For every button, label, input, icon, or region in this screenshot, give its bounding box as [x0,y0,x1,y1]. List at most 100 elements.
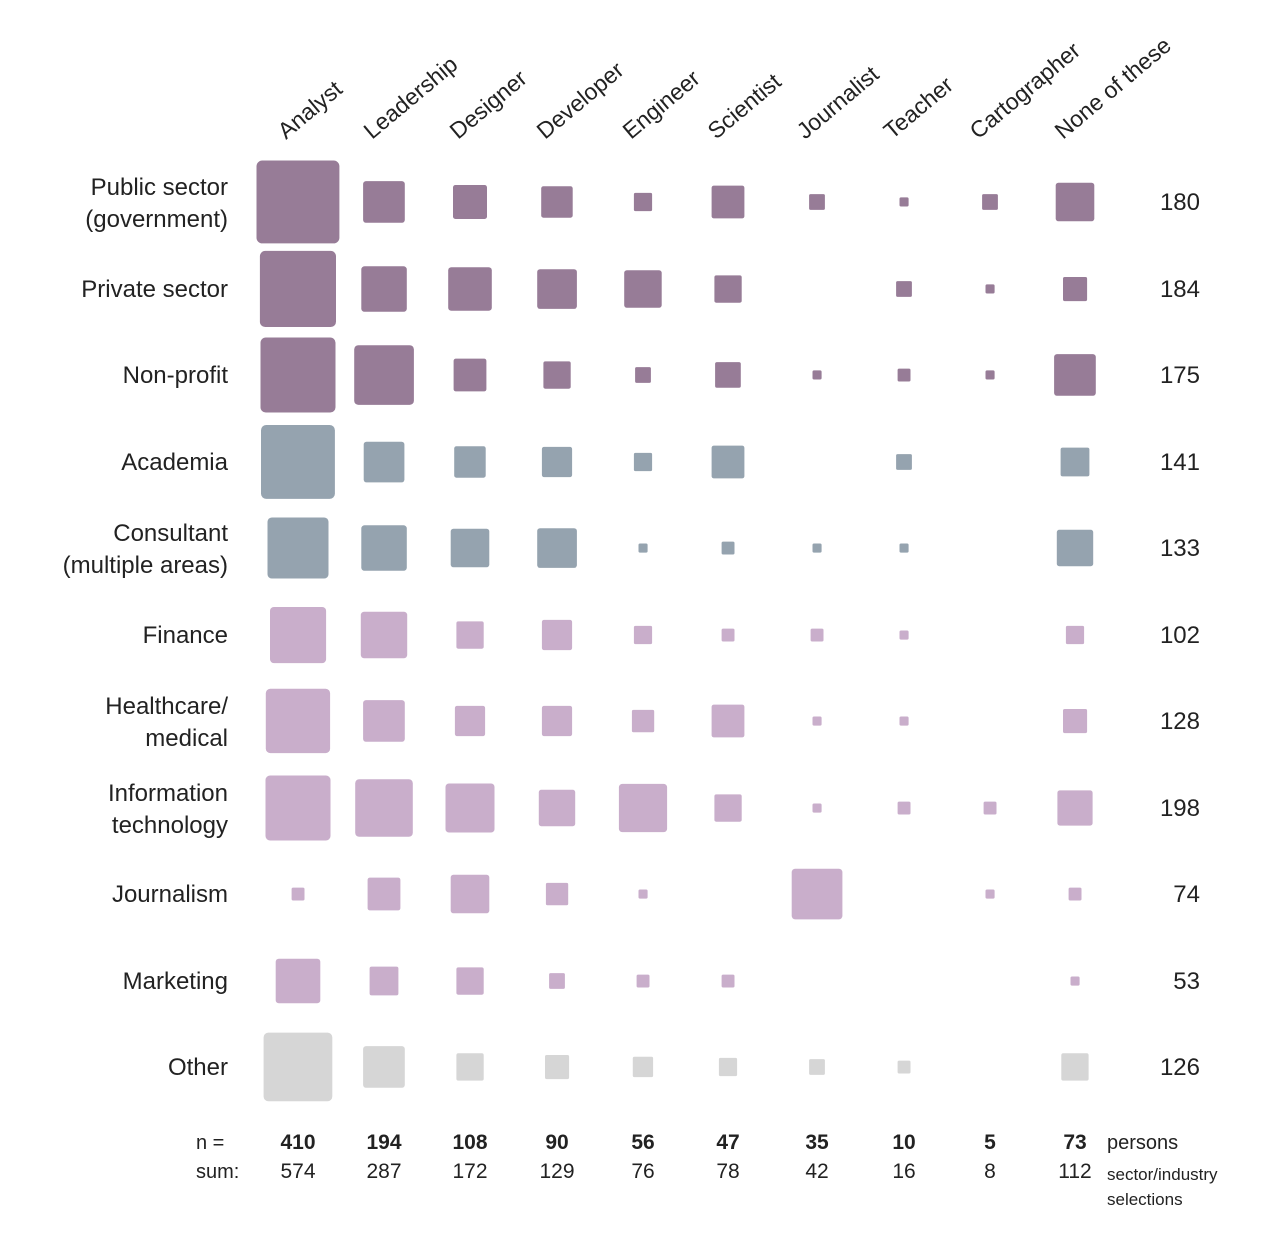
column-label-designer: Designer [445,65,532,144]
row-label-marketing: Marketing [123,968,228,995]
n-value-designer: 108 [452,1131,487,1154]
cell-square-private-sector-analyst [259,250,336,327]
row-total-academia: 141 [1160,449,1200,476]
cell-square-healthcare-medical-none-of-these [1063,709,1088,734]
cell-square-finance-none-of-these [1065,625,1085,645]
cell-square-other-engineer [632,1056,654,1078]
cell-square-consultant-multiple-areas-developer [537,528,577,568]
cell-square-journalism-none-of-these [1068,887,1082,901]
cell-square-marketing-none-of-these [1070,976,1080,986]
cell-square-public-sector-government-analyst [256,160,340,244]
cell-square-journalism-analyst [291,887,305,901]
n-value-leadership: 194 [366,1131,401,1154]
row-label-academia: Academia [121,449,228,476]
cell-square-academia-none-of-these [1060,447,1090,477]
cell-square-information-technology-scientist [714,794,742,822]
cell-square-journalism-designer [450,874,490,914]
column-label-leadership: Leadership [359,51,463,144]
n-note-label: persons [1107,1132,1178,1154]
cell-square-other-developer [545,1055,570,1080]
row-label-information-technology-line2: technology [112,812,228,839]
cell-square-finance-teacher [899,630,909,640]
sum-value-none-of-these: 112 [1058,1160,1091,1183]
cell-square-marketing-engineer [636,974,650,988]
cell-square-non-profit-leadership [354,345,414,405]
column-label-journalist: Journalist [792,60,885,144]
cell-square-consultant-multiple-areas-designer [450,528,490,568]
row-total-public-sector-government: 180 [1160,189,1200,216]
cell-square-academia-analyst [261,425,335,499]
cell-square-private-sector-cartographer [985,284,995,294]
n-value-developer: 90 [545,1131,568,1154]
cell-square-information-technology-designer [445,783,495,833]
cell-square-journalism-developer [545,882,569,906]
cell-square-other-leadership [363,1046,405,1088]
n-prefix-label: n = [196,1132,224,1154]
row-total-other: 126 [1160,1054,1200,1081]
sum-value-teacher: 16 [892,1160,915,1183]
row-total-journalism: 74 [1173,881,1200,908]
column-label-engineer: Engineer [618,65,706,144]
cell-square-public-sector-government-designer [453,185,487,219]
cell-square-finance-scientist [721,628,735,642]
cell-square-other-journalist [809,1059,825,1075]
column-label-analyst: Analyst [273,75,348,144]
sum-prefix-label: sum: [196,1161,239,1183]
cell-square-information-technology-analyst [265,775,331,841]
cell-square-healthcare-medical-engineer [631,709,655,733]
cell-square-public-sector-government-cartographer [982,194,998,210]
cell-square-consultant-multiple-areas-teacher [899,543,909,553]
row-label-healthcare-medical-line2: medical [145,725,228,752]
row-total-finance: 102 [1160,622,1200,649]
sum-value-leadership: 287 [366,1160,401,1183]
n-value-none-of-these: 73 [1063,1131,1086,1154]
cell-square-healthcare-medical-designer [454,705,486,737]
cell-square-public-sector-government-leadership [363,181,405,223]
cell-square-other-designer [456,1053,484,1081]
cell-square-healthcare-medical-teacher [899,716,909,726]
cell-square-consultant-multiple-areas-journalist [812,543,822,553]
cell-square-private-sector-designer [448,267,492,311]
cell-square-consultant-multiple-areas-engineer [638,543,648,553]
sum-value-engineer: 76 [631,1160,654,1183]
row-label-healthcare-medical-line1: Healthcare/ [105,693,228,720]
cell-square-journalism-cartographer [985,889,995,899]
row-total-non-profit: 175 [1160,362,1200,389]
row-label-consultant-multiple-areas-line2: (multiple areas) [63,552,228,579]
n-value-scientist: 47 [716,1131,739,1154]
cell-square-finance-leadership [360,611,408,659]
cell-square-non-profit-cartographer [985,370,995,380]
cell-square-marketing-analyst [275,958,321,1004]
cell-square-academia-teacher [896,454,912,470]
sum-note-label-line1: sector/industry [1107,1165,1218,1184]
cell-square-consultant-multiple-areas-analyst [267,517,329,579]
cell-square-journalism-leadership [367,877,401,911]
cell-square-finance-designer [456,621,484,649]
row-total-private-sector: 184 [1160,276,1200,303]
cell-square-public-sector-government-teacher [899,197,909,207]
n-value-cartographer: 5 [984,1131,996,1154]
cell-square-private-sector-scientist [714,275,742,303]
cell-square-academia-developer [541,446,573,478]
cell-square-academia-leadership [363,441,405,483]
cell-square-information-technology-developer [538,789,576,827]
sum-note-label-line2: selections [1107,1190,1183,1209]
cell-square-marketing-scientist [721,974,735,988]
row-total-consultant-multiple-areas: 133 [1160,535,1200,562]
sum-value-journalist: 42 [805,1160,828,1183]
row-total-marketing: 53 [1173,968,1200,995]
sum-value-scientist: 78 [716,1160,739,1183]
cell-square-information-technology-leadership [355,779,413,837]
row-label-non-profit: Non-profit [123,362,229,389]
cell-square-information-technology-engineer [618,783,668,833]
sum-value-cartographer: 8 [984,1160,996,1183]
n-value-journalist: 35 [805,1131,829,1154]
cell-square-public-sector-government-developer [541,186,573,218]
row-label-private-sector: Private sector [81,276,228,303]
cell-square-non-profit-teacher [897,368,911,382]
cell-square-consultant-multiple-areas-none-of-these [1056,529,1094,567]
row-label-public-sector-government-line2: (government) [85,206,228,233]
cell-square-private-sector-teacher [896,281,912,297]
cell-square-private-sector-none-of-these [1063,277,1088,302]
